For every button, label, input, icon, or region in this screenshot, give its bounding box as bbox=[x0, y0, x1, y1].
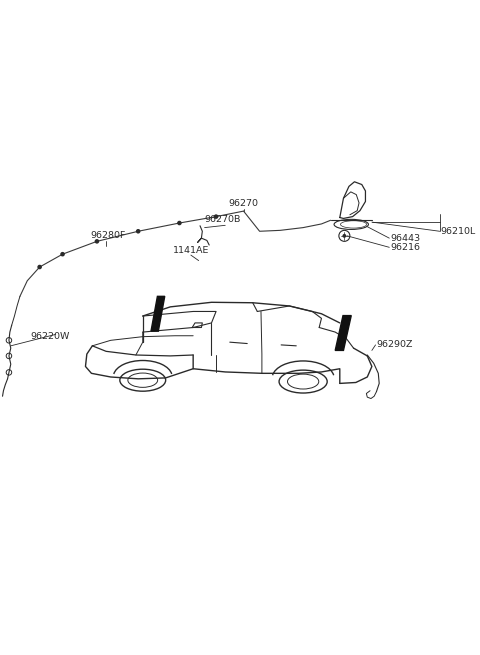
Circle shape bbox=[37, 265, 42, 269]
Text: 96210L: 96210L bbox=[441, 227, 476, 236]
Text: 96443: 96443 bbox=[390, 234, 420, 242]
Text: 96280F: 96280F bbox=[90, 231, 125, 240]
Text: 96216: 96216 bbox=[390, 243, 420, 252]
Circle shape bbox=[177, 221, 182, 225]
Text: 96290Z: 96290Z bbox=[376, 341, 413, 349]
Text: 96270B: 96270B bbox=[204, 215, 241, 225]
Circle shape bbox=[136, 229, 141, 234]
Polygon shape bbox=[335, 316, 351, 350]
Text: 1141AE: 1141AE bbox=[172, 246, 209, 255]
Polygon shape bbox=[151, 296, 165, 331]
Circle shape bbox=[95, 239, 99, 244]
Text: 96220W: 96220W bbox=[31, 332, 70, 341]
Circle shape bbox=[214, 214, 218, 219]
Text: 96270: 96270 bbox=[228, 199, 259, 208]
Circle shape bbox=[60, 252, 65, 257]
Circle shape bbox=[342, 234, 346, 238]
